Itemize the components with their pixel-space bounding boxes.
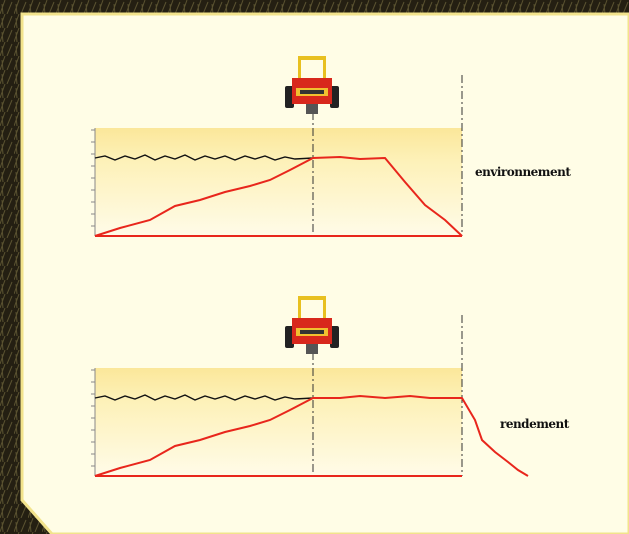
label: environnement bbox=[475, 165, 571, 179]
chart-environnement: environnement bbox=[91, 56, 572, 237]
label: rendement bbox=[500, 417, 570, 431]
chart-rendement: rendement bbox=[91, 296, 570, 477]
